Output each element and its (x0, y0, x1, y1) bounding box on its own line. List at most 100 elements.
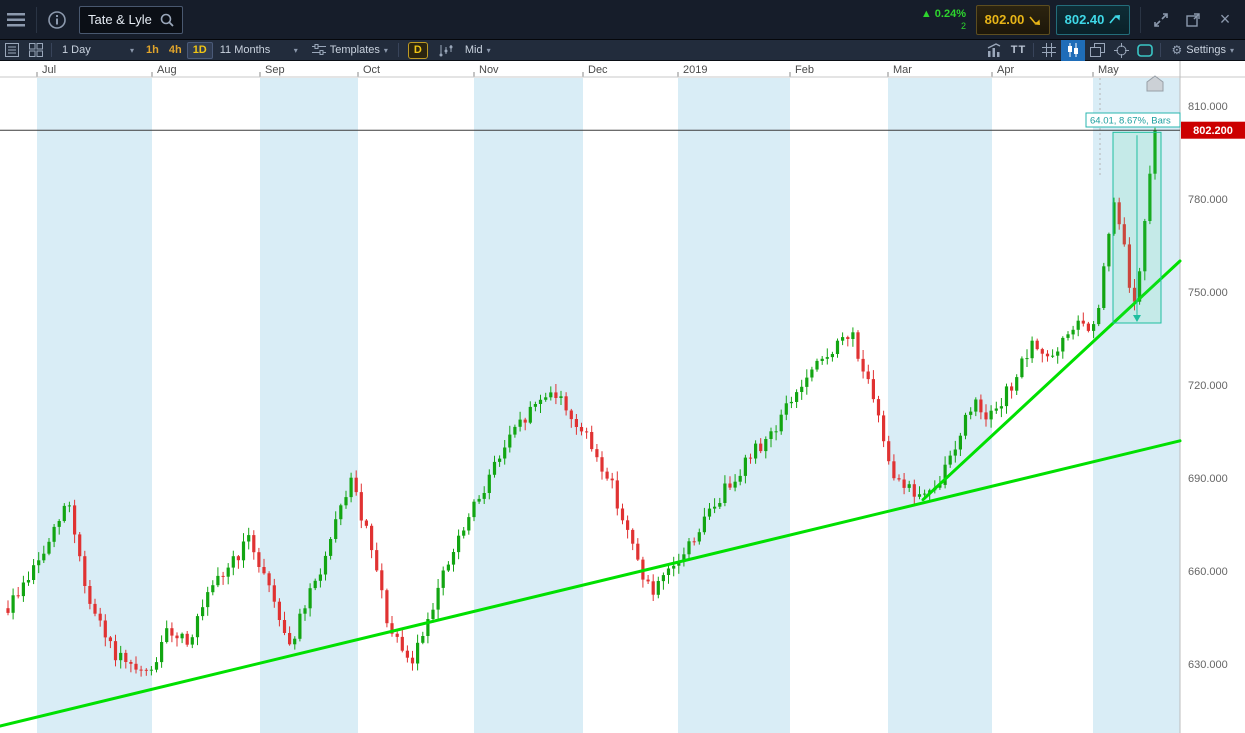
svg-text:750.000: 750.000 (1188, 287, 1228, 299)
candlestick-style-button[interactable] (1061, 39, 1086, 61)
separator (51, 43, 52, 57)
settings-label: Settings (1186, 44, 1226, 56)
sell-button[interactable]: 802.00 (976, 4, 1050, 35)
buy-button[interactable]: 802.40 (1056, 4, 1130, 35)
svg-text:May: May (1098, 64, 1119, 76)
sliders-icon (311, 44, 326, 55)
price-mode-value: Mid (464, 44, 483, 56)
overlap-windows-icon (1089, 43, 1105, 57)
timeframe-4h-button[interactable]: 4h (168, 44, 182, 56)
svg-text:Nov: Nov (479, 64, 499, 76)
info-button[interactable] (41, 0, 73, 40)
separator (1160, 43, 1162, 57)
chevron-down-icon: ▾ (383, 45, 388, 55)
range-value: 11 Months (219, 44, 271, 56)
timeframe-1h-button[interactable]: 1h (146, 44, 159, 56)
price-mode-dropdown[interactable]: Mid ▾ (458, 40, 498, 61)
chart-area: Jul Aug Sep Oct Nov Dec 2019 Feb Mar Apr May 810.00… (0, 61, 1245, 733)
period-dropdown[interactable]: 1 Day ▾ (55, 40, 141, 61)
svg-text:Mar: Mar (893, 64, 912, 76)
separator (1140, 6, 1141, 33)
measure-tool[interactable]: 64.01, 8.67%, Bars (1085, 112, 1181, 324)
grid-layout-icon (29, 43, 43, 57)
symbol-search[interactable]: Tate & Lyle (79, 5, 183, 34)
expand-icon (1154, 12, 1168, 27)
ohlc-chart-icon (439, 45, 453, 57)
x-axis: Jul Aug Sep Oct Nov Dec 2019 Feb Mar Apr May (0, 64, 1245, 78)
month-stripes (37, 78, 1180, 733)
chart-toolbar: 1 Day ▾ 1h 4h 1D 11 Months ▾ Templates ▾… (0, 39, 1245, 61)
gear-icon: ⚙ (1171, 43, 1183, 57)
chevron-down-icon: ▾ (486, 45, 491, 55)
svg-text:810.000: 810.000 (1188, 101, 1228, 113)
range-dropdown[interactable]: 11 Months ▾ (213, 40, 305, 61)
text-size-icon: TT (1010, 44, 1027, 56)
svg-text:720.000: 720.000 (1188, 380, 1228, 392)
separator (397, 43, 399, 57)
chart-type-button[interactable] (434, 40, 458, 61)
y-axis[interactable]: 810.000 780.000 750.000 720.000 690.000 660.0… (1179, 61, 1228, 733)
current-price-line: 802.200 (0, 121, 1245, 139)
sell-down-arrow-icon (1029, 15, 1041, 25)
hamburger-icon (7, 12, 25, 26)
svg-text:660.000: 660.000 (1188, 566, 1228, 578)
rectangle-tool-button[interactable] (1133, 40, 1157, 61)
crosshair-button[interactable] (1109, 40, 1133, 61)
interval-d-button[interactable]: D (407, 41, 428, 59)
chevron-down-icon: ▾ (293, 45, 298, 55)
price-tag (1181, 121, 1245, 139)
separator (36, 6, 37, 33)
svg-text:Aug: Aug (157, 64, 177, 76)
timeframe-1d-button[interactable]: 1D (186, 41, 213, 59)
svg-text:Feb: Feb (795, 64, 814, 76)
grid-toggle-button[interactable] (1037, 40, 1061, 61)
templates-label: Templates (329, 44, 380, 56)
fullscreen-button[interactable] (1145, 0, 1177, 40)
layout-button[interactable] (24, 40, 48, 61)
change-block: ▲ 0.24% 2 (921, 8, 966, 32)
chevron-down-icon: ▾ (129, 45, 134, 55)
svg-text:Jul: Jul (42, 64, 56, 76)
indicators-icon (987, 43, 1001, 57)
svg-text:Dec: Dec (588, 64, 608, 76)
measure-label-box (1085, 112, 1181, 128)
compare-button[interactable] (1085, 40, 1109, 61)
up-triangle-icon: ▲ (920, 7, 932, 20)
change-sub: 2 (960, 20, 966, 31)
grid-icon (1042, 43, 1057, 57)
order-panel-button[interactable] (0, 40, 24, 61)
svg-text:690.000: 690.000 (1188, 473, 1228, 485)
svg-text:Sep: Sep (265, 64, 285, 76)
indicators-button[interactable] (982, 40, 1006, 61)
symbol-search-value: Tate & Lyle (88, 12, 152, 27)
svg-text:Oct: Oct (363, 64, 380, 76)
trend-lines[interactable] (0, 259, 1182, 728)
crosshair-icon (1113, 42, 1129, 58)
svg-text:Apr: Apr (997, 64, 1014, 76)
sell-price: 802.00 (984, 12, 1025, 27)
close-button[interactable]: × (1209, 0, 1241, 40)
popout-icon (1186, 12, 1200, 27)
svg-text:2019: 2019 (683, 64, 707, 76)
menu-button[interactable] (0, 0, 32, 40)
measure-label: 64.01, 8.67%, Bars (1090, 116, 1171, 127)
search-icon (160, 13, 174, 27)
text-annotation-button[interactable]: TT (1006, 40, 1030, 61)
buy-up-arrow-icon (1109, 14, 1121, 24)
separator (1033, 43, 1035, 57)
list-icon (5, 43, 19, 57)
period-value: 1 Day (62, 44, 91, 56)
event-marker-icon[interactable] (1146, 75, 1164, 92)
chevron-down-icon: ▾ (1229, 45, 1234, 55)
candlestick-icon (1068, 43, 1079, 57)
svg-text:630.000: 630.000 (1188, 659, 1228, 671)
header: Tate & Lyle ▲ 0.24% 2 802.00 802.40 (0, 0, 1245, 40)
popout-button[interactable] (1177, 0, 1209, 40)
price-chart[interactable]: Jul Aug Sep Oct Nov Dec 2019 Feb Mar Apr May 810.00… (0, 61, 1245, 733)
buy-price: 802.40 (1064, 12, 1105, 27)
svg-text:802.200: 802.200 (1193, 125, 1233, 137)
close-icon: × (1219, 9, 1231, 29)
svg-text:780.000: 780.000 (1188, 194, 1228, 206)
settings-dropdown[interactable]: ⚙ Settings ▾ (1164, 40, 1241, 61)
templates-dropdown[interactable]: Templates ▾ (305, 40, 395, 61)
